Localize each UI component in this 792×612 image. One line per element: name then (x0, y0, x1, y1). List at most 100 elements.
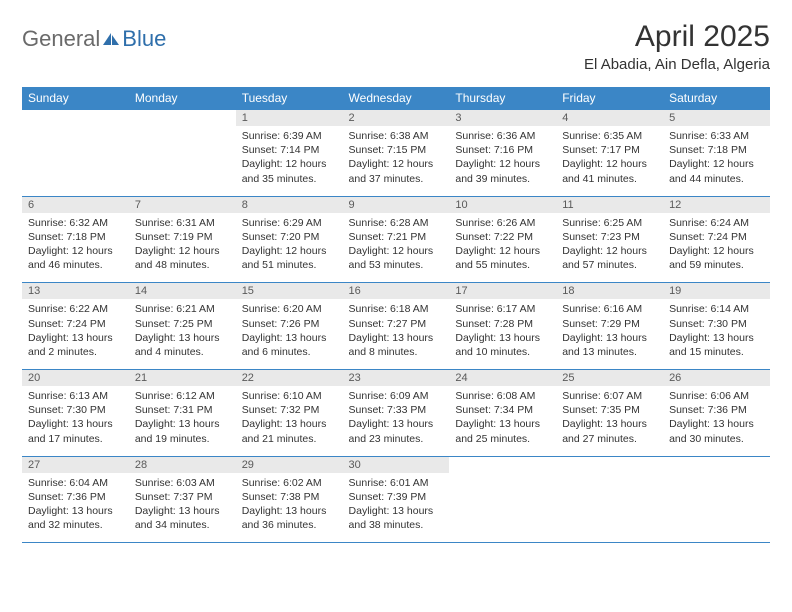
day-number-cell: 1 (236, 110, 343, 127)
daylight-line: Daylight: 13 hours and 30 minutes. (669, 418, 754, 444)
day-number-cell: 11 (556, 196, 663, 213)
day-info-cell: Sunrise: 6:04 AMSunset: 7:36 PMDaylight:… (22, 473, 129, 543)
day-info-row: Sunrise: 6:04 AMSunset: 7:36 PMDaylight:… (22, 473, 770, 543)
day-number-cell: 7 (129, 196, 236, 213)
sunrise-line: Sunrise: 6:20 AM (242, 303, 322, 315)
day-number-cell: 19 (663, 283, 770, 300)
daylight-line: Daylight: 13 hours and 21 minutes. (242, 418, 327, 444)
logo-text-general: General (22, 26, 100, 52)
day-info-cell: Sunrise: 6:01 AMSunset: 7:39 PMDaylight:… (343, 473, 450, 543)
day-info-cell: Sunrise: 6:35 AMSunset: 7:17 PMDaylight:… (556, 126, 663, 196)
day-number-row: 12345 (22, 110, 770, 127)
sunset-line: Sunset: 7:33 PM (349, 404, 427, 416)
daylight-line: Daylight: 13 hours and 6 minutes. (242, 332, 327, 358)
day-number-cell: 4 (556, 110, 663, 127)
day-number-cell: 8 (236, 196, 343, 213)
daylight-line: Daylight: 13 hours and 15 minutes. (669, 332, 754, 358)
day-number-cell: 14 (129, 283, 236, 300)
daylight-line: Daylight: 13 hours and 19 minutes. (135, 418, 220, 444)
sunrise-line: Sunrise: 6:12 AM (135, 390, 215, 402)
dow-header: Thursday (449, 87, 556, 110)
day-number-cell: 5 (663, 110, 770, 127)
daylight-line: Daylight: 12 hours and 57 minutes. (562, 245, 647, 271)
daylight-line: Daylight: 12 hours and 39 minutes. (455, 158, 540, 184)
daylight-line: Daylight: 13 hours and 2 minutes. (28, 332, 113, 358)
day-number-cell: 26 (663, 370, 770, 387)
day-number-cell: 18 (556, 283, 663, 300)
day-number-cell: 27 (22, 456, 129, 473)
day-number-cell (556, 456, 663, 473)
daylight-line: Daylight: 12 hours and 35 minutes. (242, 158, 327, 184)
sunrise-line: Sunrise: 6:10 AM (242, 390, 322, 402)
sunset-line: Sunset: 7:18 PM (28, 231, 106, 243)
day-info-cell: Sunrise: 6:08 AMSunset: 7:34 PMDaylight:… (449, 386, 556, 456)
sunrise-line: Sunrise: 6:32 AM (28, 217, 108, 229)
daylight-line: Daylight: 12 hours and 55 minutes. (455, 245, 540, 271)
dow-header: Sunday (22, 87, 129, 110)
day-info-cell: Sunrise: 6:21 AMSunset: 7:25 PMDaylight:… (129, 299, 236, 369)
day-info-cell: Sunrise: 6:24 AMSunset: 7:24 PMDaylight:… (663, 213, 770, 283)
sunrise-line: Sunrise: 6:17 AM (455, 303, 535, 315)
sunrise-line: Sunrise: 6:13 AM (28, 390, 108, 402)
day-info-cell: Sunrise: 6:38 AMSunset: 7:15 PMDaylight:… (343, 126, 450, 196)
day-number-cell: 28 (129, 456, 236, 473)
day-info-cell: Sunrise: 6:02 AMSunset: 7:38 PMDaylight:… (236, 473, 343, 543)
day-number-row: 6789101112 (22, 196, 770, 213)
daylight-line: Daylight: 13 hours and 38 minutes. (349, 505, 434, 531)
day-info-cell (449, 473, 556, 543)
day-info-cell: Sunrise: 6:14 AMSunset: 7:30 PMDaylight:… (663, 299, 770, 369)
sunset-line: Sunset: 7:18 PM (669, 144, 747, 156)
day-info-row: Sunrise: 6:32 AM Sunset: 7:18 PM Daylight:… (22, 213, 770, 283)
sunset-line: Sunset: 7:24 PM (28, 318, 106, 330)
day-info-cell: Sunrise: 6:36 AMSunset: 7:16 PMDaylight:… (449, 126, 556, 196)
day-info-cell: Sunrise: 6:25 AMSunset: 7:23 PMDaylight:… (556, 213, 663, 283)
sunrise-line: Sunrise: 6:07 AM (562, 390, 642, 402)
sunset-line: Sunset: 7:31 PM (135, 404, 213, 416)
sunset-line: Sunset: 7:23 PM (562, 231, 640, 243)
day-info-cell: Sunrise: 6:03 AMSunset: 7:37 PMDaylight:… (129, 473, 236, 543)
dow-header: Wednesday (343, 87, 450, 110)
daylight-line: Daylight: 12 hours and 44 minutes. (669, 158, 754, 184)
logo-text-blue: Blue (122, 26, 166, 52)
dow-header: Saturday (663, 87, 770, 110)
sunrise-line: Sunrise: 6:22 AM (28, 303, 108, 315)
daylight-line: Daylight: 13 hours and 32 minutes. (28, 505, 113, 531)
daylight-line: Daylight: 13 hours and 4 minutes. (135, 332, 220, 358)
sunset-line: Sunset: 7:29 PM (562, 318, 640, 330)
day-number-cell: 23 (343, 370, 450, 387)
logo-sail-icon (102, 32, 120, 46)
day-info-cell: Sunrise: 6:16 AMSunset: 7:29 PMDaylight:… (556, 299, 663, 369)
sunrise-line: Sunrise: 6:39 AM (242, 130, 322, 142)
daylight-line: Daylight: 13 hours and 10 minutes. (455, 332, 540, 358)
day-info-cell: Sunrise: 6:17 AM Sunset: 7:28 PM Daylight:… (449, 299, 556, 369)
day-info-cell: Sunrise: 6:29 AMSunset: 7:20 PMDaylight:… (236, 213, 343, 283)
day-info-cell: Sunrise: 6:31 AMSunset: 7:19 PMDaylight:… (129, 213, 236, 283)
day-info-cell: Sunrise: 6:06 AM Sunset: 7:36 PM Daylight:… (663, 386, 770, 456)
day-number-cell: 17 (449, 283, 556, 300)
dow-header: Friday (556, 87, 663, 110)
day-number-cell: 2 (343, 110, 450, 127)
sunset-line: Sunset: 7:14 PM (242, 144, 320, 156)
daylight-line: Daylight: 12 hours and 37 minutes. (349, 158, 434, 184)
day-number-cell: 25 (556, 370, 663, 387)
sunrise-line: Sunrise: 6:33 AM (669, 130, 749, 142)
sunset-line: Sunset: 7:26 PM (242, 318, 320, 330)
sunrise-line: Sunrise: 6:03 AM (135, 477, 215, 489)
sunset-line: Sunset: 7:28 PM (455, 318, 533, 330)
daylight-line: Daylight: 12 hours and 59 minutes. (669, 245, 754, 271)
day-info-cell (663, 473, 770, 543)
day-number-cell: 21 (129, 370, 236, 387)
sunset-line: Sunset: 7:36 PM (669, 404, 747, 416)
sunrise-line: Sunrise: 6:29 AM (242, 217, 322, 229)
day-of-week-row: SundayMondayTuesdayWednesdayThursdayFrid… (22, 87, 770, 110)
sunrise-line: Sunrise: 6:04 AM (28, 477, 108, 489)
daylight-line: Daylight: 12 hours and 48 minutes. (135, 245, 220, 271)
day-number-cell: 20 (22, 370, 129, 387)
sunset-line: Sunset: 7:16 PM (455, 144, 533, 156)
daylight-line: Daylight: 13 hours and 25 minutes. (455, 418, 540, 444)
location: El Abadia, Ain Defla, Algeria (584, 56, 770, 73)
day-info-cell (129, 126, 236, 196)
sunrise-line: Sunrise: 6:21 AM (135, 303, 215, 315)
sunrise-line: Sunrise: 6:06 AM (669, 390, 749, 402)
day-info-cell: Sunrise: 6:18 AMSunset: 7:27 PMDaylight:… (343, 299, 450, 369)
